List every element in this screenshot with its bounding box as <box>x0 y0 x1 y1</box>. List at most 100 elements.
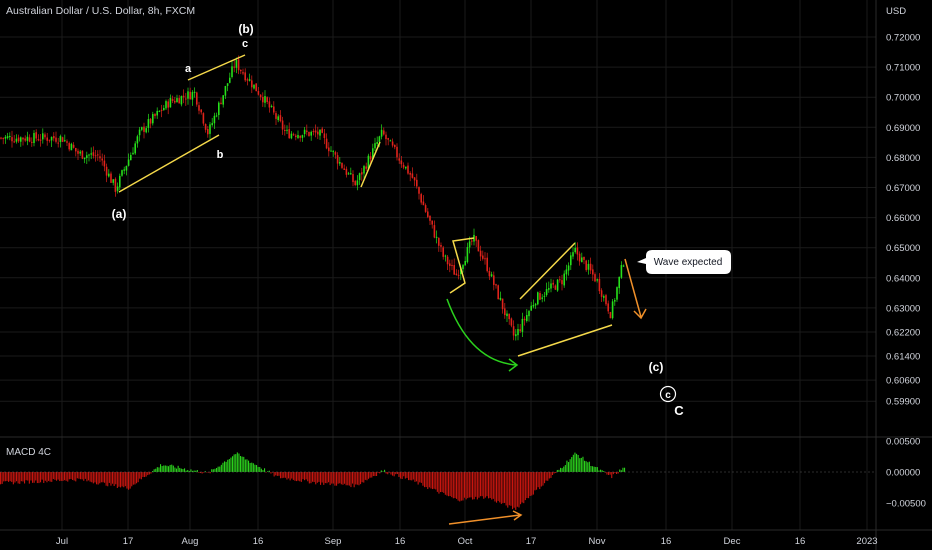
macd-bar <box>136 472 138 484</box>
macd-bar <box>606 472 608 475</box>
macd-bar <box>24 472 26 484</box>
macd-bar <box>416 472 418 482</box>
macd-bar <box>329 472 331 486</box>
macd-bar <box>379 472 381 474</box>
wave-expected-callout[interactable]: Wave expected <box>637 250 731 274</box>
candle-body <box>277 116 279 121</box>
candle-body <box>501 298 504 310</box>
macd-bar <box>140 472 142 480</box>
macd-bar <box>425 472 427 488</box>
macd-title: MACD 4C <box>6 447 51 458</box>
candle-body <box>70 143 73 151</box>
candle-body <box>578 253 581 262</box>
candle-body <box>391 141 394 146</box>
macd-bar <box>72 472 74 480</box>
macd-bar <box>211 469 213 472</box>
candle-body <box>273 106 275 113</box>
candle-body <box>517 329 519 336</box>
candle-body <box>361 172 363 175</box>
macd-bar <box>508 472 510 506</box>
macd-bar <box>139 472 141 479</box>
macd-bar <box>537 472 539 488</box>
candle-body <box>420 194 422 203</box>
macd-bar <box>390 472 392 475</box>
candle-body <box>587 263 590 270</box>
macd-bar <box>494 472 496 502</box>
candle-body <box>90 153 92 155</box>
macd-bar <box>144 472 146 478</box>
macd-bar <box>598 470 600 472</box>
macd-bar <box>523 472 525 504</box>
macd-bar <box>22 472 24 482</box>
candle-body <box>240 69 242 72</box>
macd-bar <box>460 472 462 501</box>
candle-body <box>174 100 176 103</box>
macd-bar <box>457 472 459 501</box>
candle-body <box>103 160 106 167</box>
candle-body <box>308 131 310 136</box>
macd-bar <box>57 472 59 480</box>
macd-axis[interactable]: 0.00500 0.00000 −0.00500 <box>886 437 926 510</box>
macd-bar <box>180 468 182 472</box>
macd-bar <box>620 470 622 472</box>
candle-body <box>534 303 537 306</box>
candle-body <box>48 139 51 141</box>
candle-body <box>152 114 154 124</box>
macd-bar <box>561 468 563 472</box>
macd-bar <box>542 472 544 486</box>
macd-bar <box>432 472 434 490</box>
macd-bar <box>120 472 122 488</box>
macd-bar <box>569 459 571 472</box>
macd-bar <box>443 472 445 493</box>
candle-body <box>594 274 596 282</box>
macd-bar <box>449 472 451 497</box>
macd-tick-label: 0.00000 <box>886 468 920 479</box>
macd-bar <box>147 472 149 476</box>
macd-bar <box>601 470 603 472</box>
macd-bar <box>603 471 605 472</box>
macd-bar <box>502 472 504 504</box>
macd-bar <box>273 472 275 477</box>
macd-bar <box>0 472 2 485</box>
macd-bar <box>368 472 370 479</box>
macd-bar <box>284 472 286 478</box>
candle-body <box>116 186 119 191</box>
macd-bar <box>204 471 206 472</box>
wedge-lower <box>517 324 613 357</box>
candle-body <box>552 282 554 285</box>
macd-bar <box>124 472 126 487</box>
candle-body <box>482 255 484 259</box>
candle-body <box>508 313 510 320</box>
macd-bar <box>377 472 379 473</box>
macd-bar <box>302 472 304 480</box>
macd-bar <box>580 457 582 472</box>
candle-body <box>125 165 128 171</box>
macd-bar <box>294 472 296 481</box>
macd-bar <box>3 472 5 482</box>
candle-body <box>409 173 411 175</box>
macd-bar <box>264 468 266 472</box>
macd-bar <box>440 472 442 493</box>
macd-bar <box>225 461 227 472</box>
candle-body <box>37 139 40 141</box>
macd-bar <box>260 468 262 472</box>
macd-bar <box>324 472 326 484</box>
candle-body <box>427 211 429 217</box>
candle-body <box>405 166 407 169</box>
candle-body <box>462 265 464 270</box>
macd-bar <box>35 472 37 481</box>
price-axis[interactable]: 0.72000 0.71000 0.70000 0.69000 0.68000 0.670… <box>886 33 920 408</box>
macd-bar <box>172 465 174 472</box>
macd-bar <box>468 472 470 498</box>
time-tick-label: Nov <box>589 536 606 547</box>
macd-bar <box>467 472 469 499</box>
macd-bar <box>222 462 224 472</box>
candle-body <box>374 143 376 149</box>
time-axis[interactable]: Jul 17 Aug 16 Sep 16 Oct 17 Nov 16 Dec 16 2023 <box>56 536 878 547</box>
macd-bar <box>206 472 208 473</box>
macd-bar <box>430 472 432 489</box>
candle-body <box>158 110 161 112</box>
macd-bar <box>473 472 475 500</box>
candle-body <box>59 136 62 142</box>
